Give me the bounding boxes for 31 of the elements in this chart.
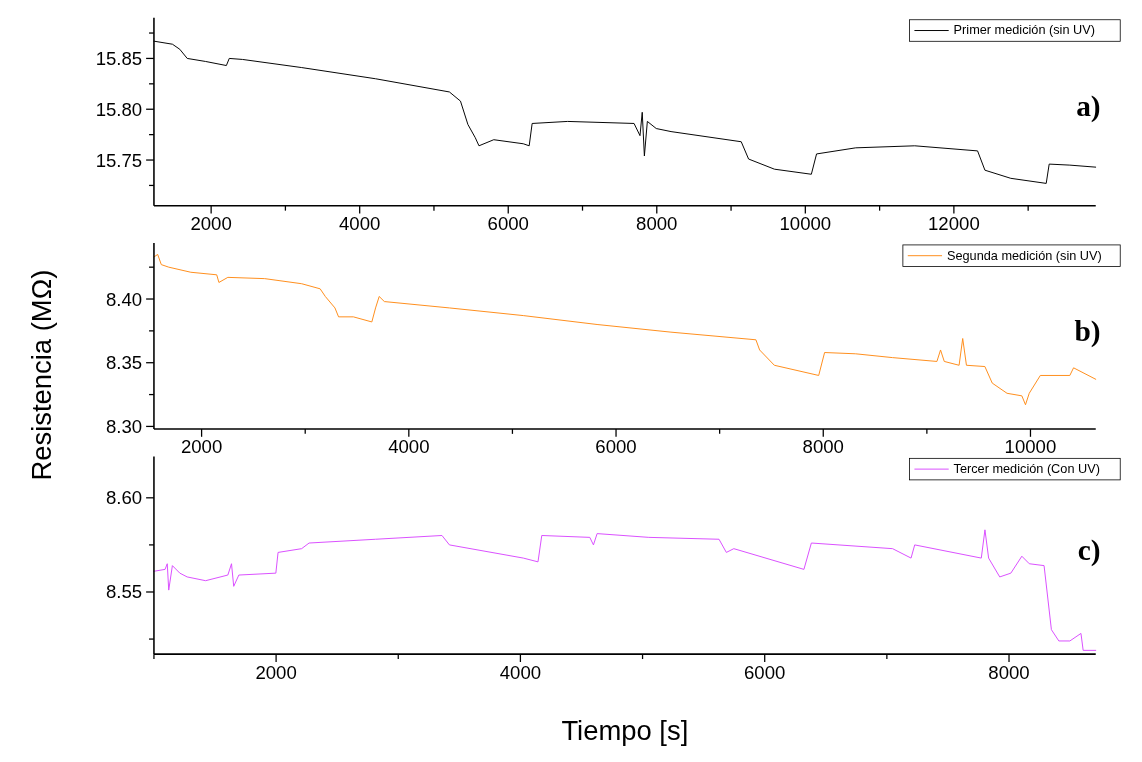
x-tick-label: 4000 bbox=[388, 436, 430, 458]
y-tick-label: 8.35 bbox=[105, 352, 143, 374]
annotation: a) bbox=[1076, 90, 1101, 124]
annotation: b) bbox=[1074, 314, 1101, 348]
x-tick-label: 8000 bbox=[988, 661, 1030, 683]
x-tick-label: 6000 bbox=[487, 213, 529, 235]
legend-label: Primer medición (sin UV) bbox=[953, 22, 1095, 38]
y-tick-label: 8.60 bbox=[105, 487, 143, 509]
y-tick-label: 8.40 bbox=[105, 288, 143, 310]
x-tick-label: 4000 bbox=[499, 661, 542, 683]
x-tick-label: 10000 bbox=[1004, 436, 1057, 458]
y-tick-label: 8.55 bbox=[105, 581, 143, 603]
x-tick-label: 4000 bbox=[339, 213, 381, 235]
annotation: c) bbox=[1077, 533, 1101, 567]
y-tick-label: 15.80 bbox=[95, 98, 143, 120]
y-tick-label: 8.30 bbox=[105, 415, 143, 437]
legend-label: Segunda medición (sin UV) bbox=[946, 247, 1102, 263]
y-tick-label: 15.85 bbox=[95, 47, 143, 69]
y-axis-title: Resistencia (MΩ) bbox=[26, 269, 58, 481]
x-tick-label: 6000 bbox=[744, 661, 786, 683]
legend-label: Tercer medición (Con UV) bbox=[953, 461, 1100, 477]
x-tick-label: 2000 bbox=[180, 436, 223, 458]
x-tick-label: 12000 bbox=[928, 213, 980, 235]
x-tick-label: 2000 bbox=[255, 661, 297, 683]
x-tick-label: 10000 bbox=[779, 213, 832, 235]
x-axis-title: Tiempo [s] bbox=[561, 715, 689, 747]
x-tick-label: 8000 bbox=[636, 213, 678, 235]
x-tick-label: 8000 bbox=[802, 436, 844, 458]
y-tick-label: 15.75 bbox=[95, 149, 143, 171]
x-tick-label: 2000 bbox=[190, 213, 232, 235]
x-tick-label: 6000 bbox=[595, 436, 637, 458]
